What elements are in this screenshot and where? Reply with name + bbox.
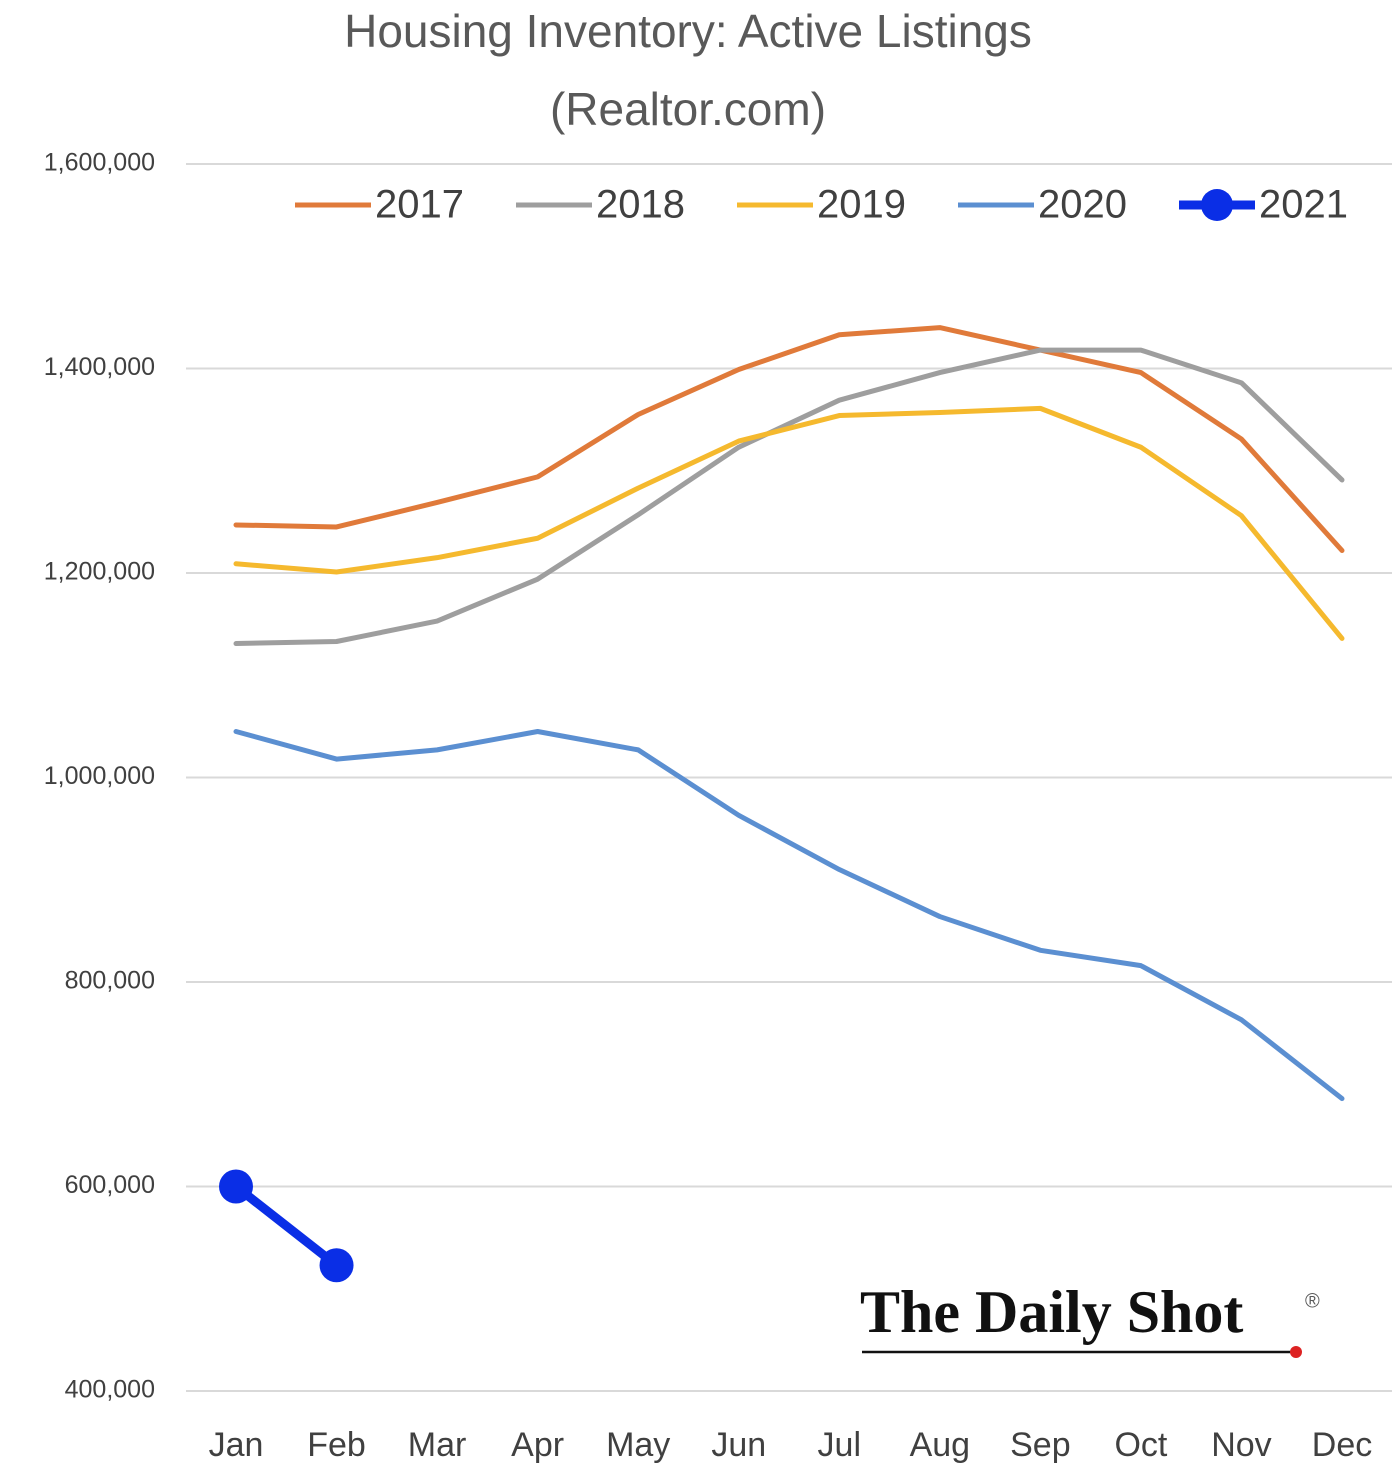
x-tick-label: Feb (307, 1426, 366, 1464)
x-tick-label: Aug (910, 1426, 971, 1464)
watermark: The Daily Shot (860, 1279, 1243, 1345)
x-tick-label: May (606, 1426, 670, 1464)
series-line (231, 1182, 342, 1270)
series-line (233, 405, 1345, 641)
series-line (233, 728, 1345, 1102)
watermark-mark: ® (1305, 1290, 1320, 1312)
y-tick-label: 800,000 (65, 967, 155, 995)
x-tick-label: Jun (711, 1426, 766, 1464)
chart-title: Housing Inventory: Active Listings (344, 5, 1032, 57)
legend-label: 2018 (596, 183, 685, 227)
legend-label: 2017 (375, 183, 464, 227)
series-line (233, 325, 1345, 554)
x-tick-label: Jan (209, 1426, 264, 1464)
series-marker (219, 1169, 253, 1204)
x-tick-label: Sep (1010, 1426, 1071, 1464)
y-tick-label: 1,600,000 (44, 149, 155, 177)
legend-label: 2020 (1038, 183, 1127, 227)
legend-label: 2019 (817, 183, 906, 227)
y-tick-label: 1,200,000 (44, 558, 155, 586)
series-marker (319, 1248, 354, 1283)
legend-label: 2021 (1259, 183, 1348, 227)
y-tick-label: 400,000 (65, 1376, 155, 1404)
x-tick-label: Jul (818, 1426, 861, 1464)
watermark-dot (1290, 1346, 1302, 1358)
x-tick-label: Apr (511, 1426, 564, 1464)
y-tick-label: 1,000,000 (44, 762, 155, 790)
x-tick-label: Mar (408, 1426, 467, 1464)
x-tick-label: Dec (1312, 1426, 1372, 1464)
chart-subtitle: (Realtor.com) (550, 83, 826, 135)
x-tick-label: Oct (1114, 1426, 1167, 1464)
y-tick-label: 600,000 (65, 1171, 155, 1199)
x-tick-label: Nov (1211, 1426, 1271, 1464)
legend-marker (1201, 189, 1233, 221)
series-line (233, 347, 1345, 647)
y-tick-label: 1,400,000 (44, 353, 155, 381)
